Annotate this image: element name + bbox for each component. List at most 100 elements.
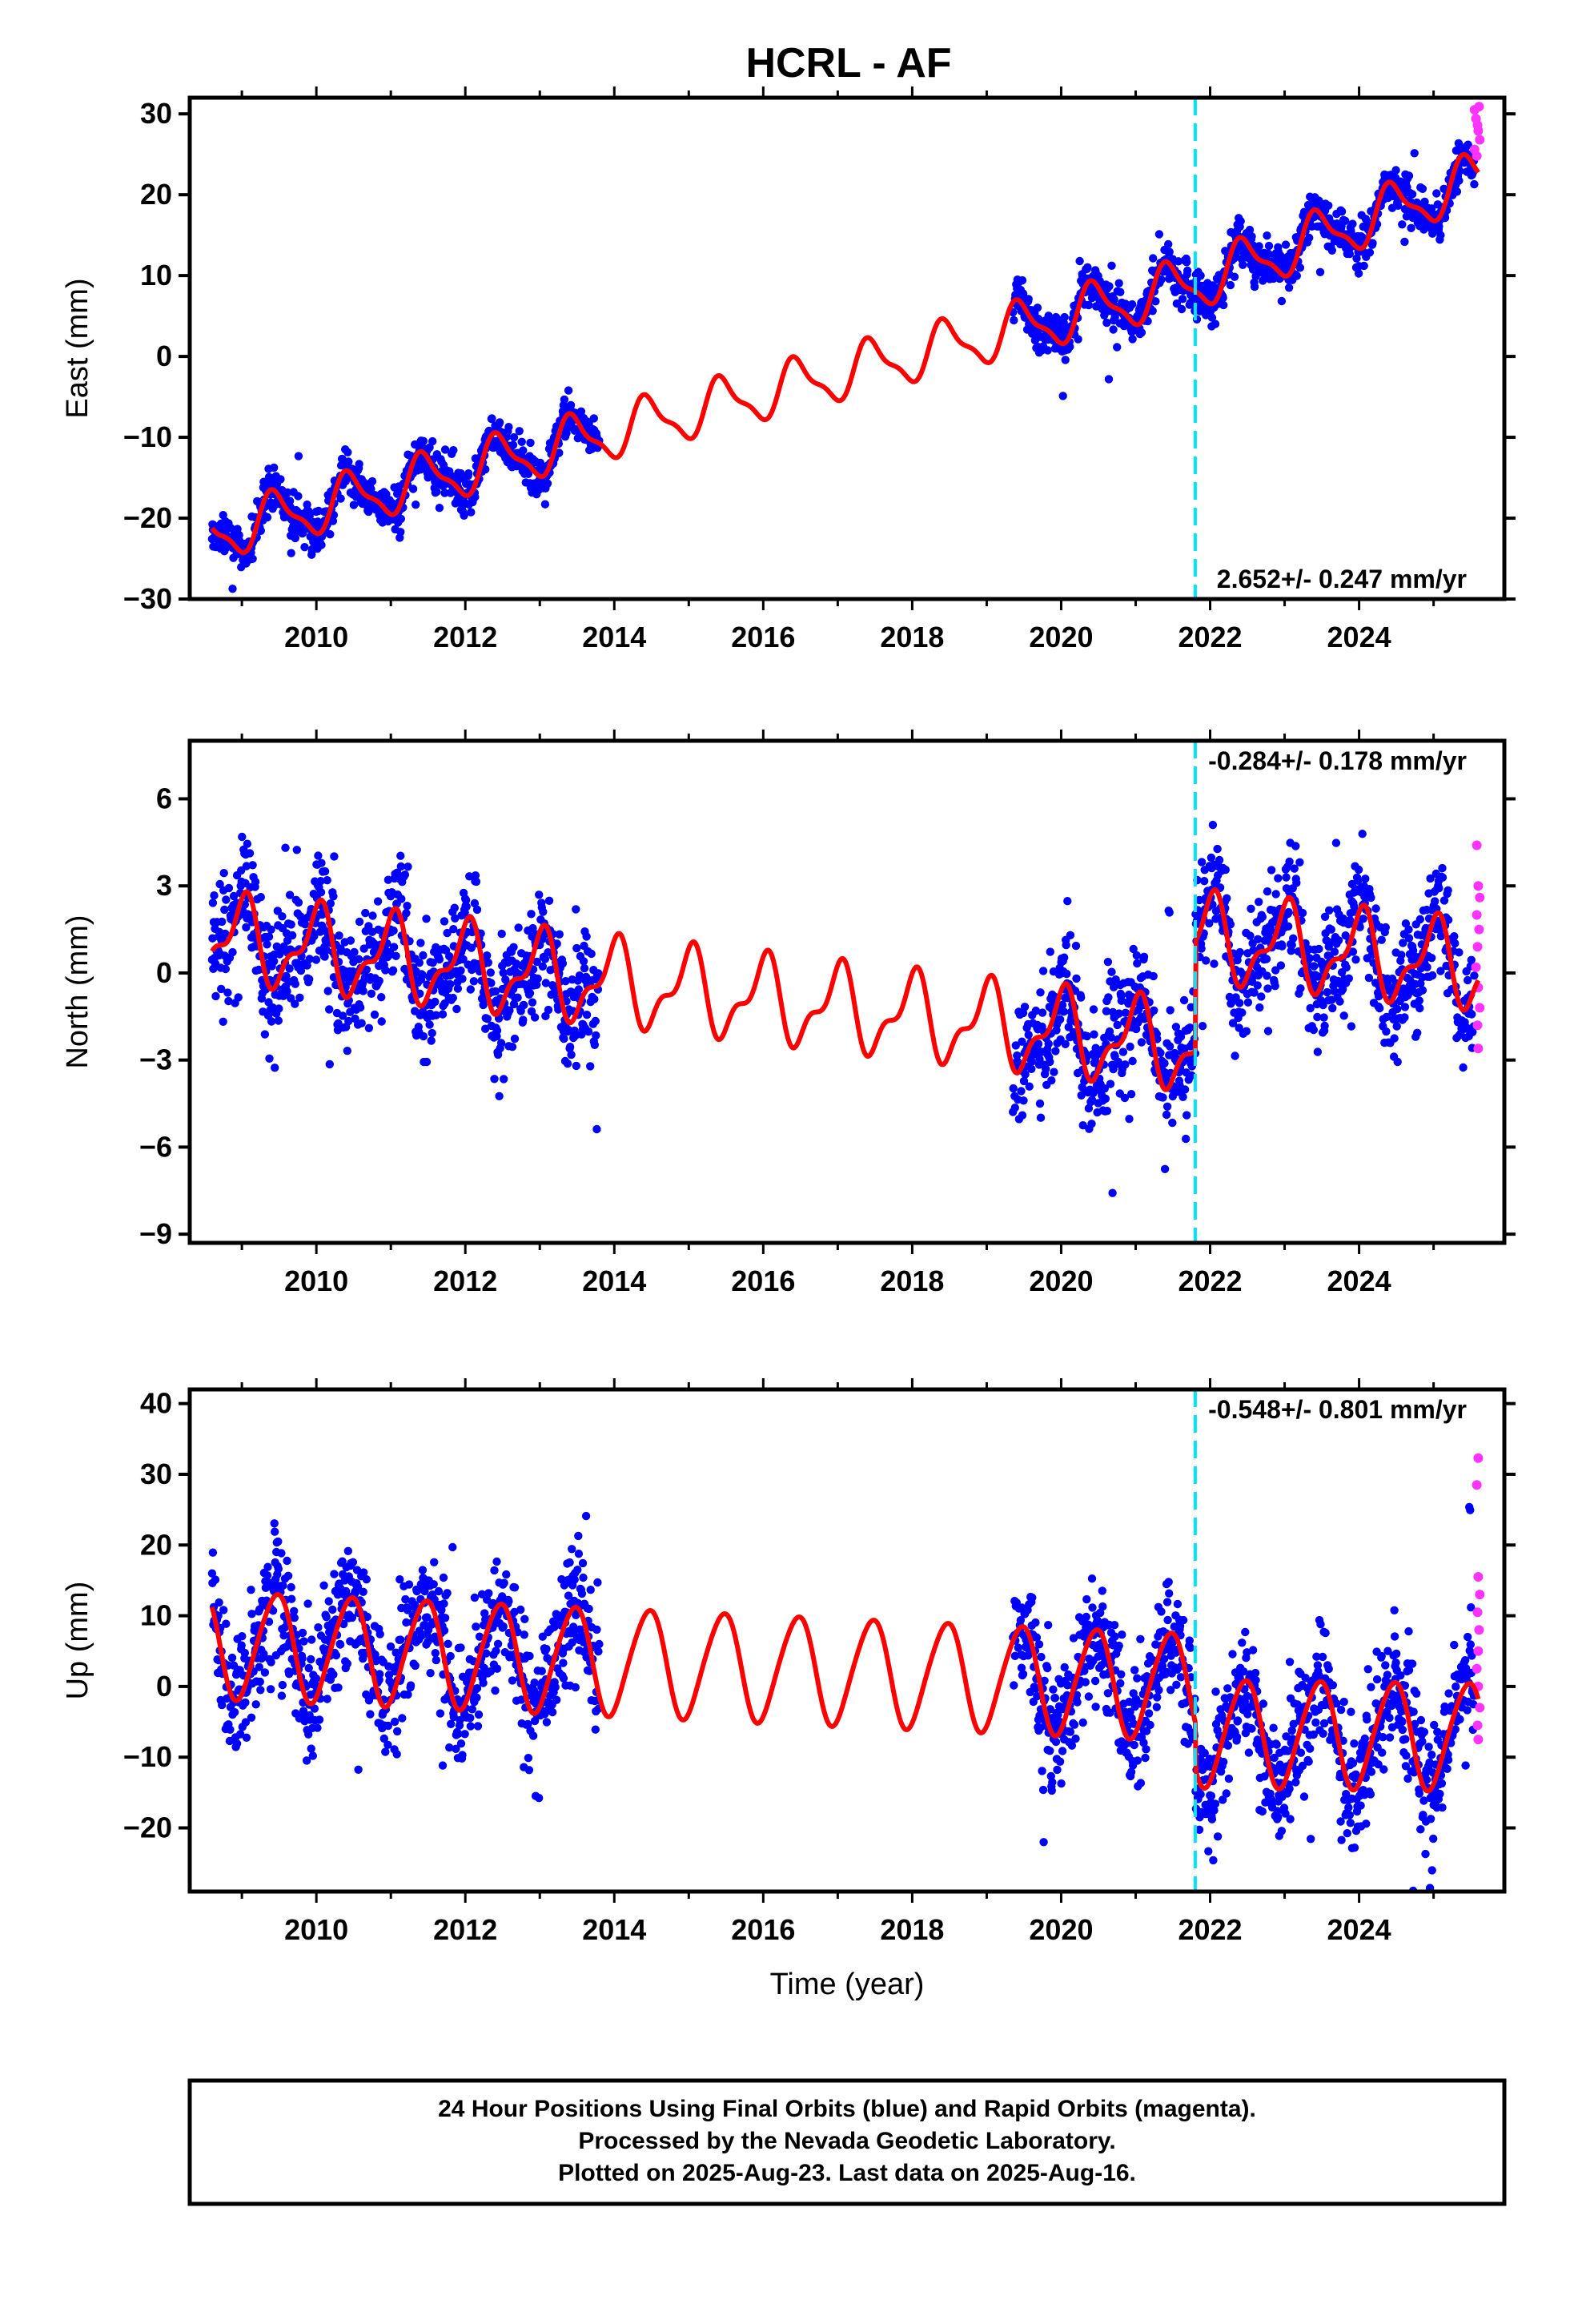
north-final-point xyxy=(1278,942,1287,951)
up-final-point xyxy=(1098,1586,1107,1595)
east-final-point xyxy=(1404,171,1414,180)
up-final-point xyxy=(396,1575,404,1584)
north-final-point xyxy=(586,1062,595,1071)
up-final-point xyxy=(542,1644,551,1654)
east-final-point xyxy=(1182,258,1191,267)
north-final-point xyxy=(1426,874,1435,883)
up-final-point xyxy=(1071,1734,1080,1743)
up-final-point xyxy=(552,1695,561,1704)
north-final-point xyxy=(1114,1009,1123,1018)
up-final-point xyxy=(529,1686,539,1695)
up-final-point xyxy=(418,1566,428,1574)
north-final-point xyxy=(592,1124,601,1134)
east-final-point xyxy=(576,407,586,416)
up-final-point xyxy=(1158,1662,1167,1671)
up-final-point xyxy=(448,1542,457,1552)
north-final-point xyxy=(316,888,326,897)
north-final-point xyxy=(443,928,452,938)
up-final-point xyxy=(439,1573,448,1582)
up-final-point xyxy=(1130,1740,1138,1750)
north-xtick-label: 2018 xyxy=(880,1265,944,1297)
up-final-point xyxy=(570,1575,579,1584)
north-final-point xyxy=(279,942,288,951)
up-final-point xyxy=(444,1639,452,1648)
east-final-point xyxy=(336,494,345,503)
up-final-point xyxy=(483,1595,492,1604)
up-final-point xyxy=(343,1659,351,1668)
up-final-point xyxy=(449,1712,458,1722)
north-final-point xyxy=(572,905,580,914)
north-final-point xyxy=(1038,967,1048,975)
north-final-point xyxy=(377,1017,386,1026)
up-final-point xyxy=(1048,1778,1057,1787)
east-ytick-label: 10 xyxy=(140,259,172,292)
east-final-point xyxy=(1250,282,1259,292)
east-final-point xyxy=(1154,230,1164,239)
east-final-point xyxy=(1178,295,1187,304)
north-final-point xyxy=(364,1023,374,1033)
north-final-point xyxy=(263,940,271,949)
north-final-point xyxy=(1351,955,1360,964)
north-final-point xyxy=(1348,947,1358,956)
north-final-point xyxy=(323,876,331,885)
up-final-point xyxy=(1055,1757,1065,1766)
north-final-point xyxy=(422,1057,432,1067)
north-final-point xyxy=(1235,999,1244,1007)
east-final-point xyxy=(1410,149,1419,158)
north-final-point xyxy=(224,996,233,1006)
up-final-point xyxy=(551,1683,560,1691)
up-final-point xyxy=(255,1663,263,1671)
north-ytick-label: −3 xyxy=(139,1043,172,1076)
north-final-point xyxy=(300,920,310,929)
east-final-point xyxy=(408,485,418,493)
north-final-point xyxy=(397,895,406,903)
east-rapid-point xyxy=(1475,135,1485,145)
north-ytick-label: −9 xyxy=(139,1217,172,1250)
north-final-point xyxy=(561,977,570,986)
east-frame xyxy=(187,95,1507,601)
east-final-point xyxy=(1464,140,1472,149)
north-final-point xyxy=(1035,1099,1045,1108)
east-final-point xyxy=(1196,271,1205,280)
up-final-point xyxy=(1126,1707,1134,1716)
north-final-point xyxy=(1106,1080,1115,1088)
north-final-point xyxy=(367,989,376,999)
north-final-point xyxy=(1197,858,1207,866)
up-final-point xyxy=(363,1612,371,1622)
north-final-point xyxy=(493,1050,503,1059)
up-final-point xyxy=(290,1614,299,1622)
east-final-point xyxy=(1407,223,1415,232)
up-final-point xyxy=(366,1710,375,1719)
up-final-point xyxy=(219,1606,228,1614)
up-final-point xyxy=(335,1640,345,1649)
north-final-point xyxy=(320,866,330,876)
north-final-point xyxy=(452,1004,461,1014)
north-final-point xyxy=(220,905,229,915)
east-final-point xyxy=(396,528,405,537)
east-final-point xyxy=(1183,266,1192,275)
east-final-point xyxy=(1236,217,1245,226)
north-ytick-label: 3 xyxy=(156,869,172,902)
north-final-point xyxy=(1399,939,1407,947)
north-final-point xyxy=(1055,1015,1065,1024)
up-final-point xyxy=(510,1583,520,1592)
north-final-point xyxy=(1223,894,1231,903)
north-final-point xyxy=(1246,931,1255,940)
north-final-point xyxy=(1404,934,1414,943)
north-final-point xyxy=(1187,1071,1196,1080)
up-final-point xyxy=(477,1590,487,1599)
up-final-point xyxy=(1172,1680,1181,1689)
up-final-point xyxy=(492,1557,501,1566)
up-final-point xyxy=(247,1610,256,1618)
north-final-point xyxy=(1358,830,1367,838)
up-final-point xyxy=(307,1744,315,1753)
north-final-point xyxy=(532,980,541,990)
up-final-point xyxy=(1081,1678,1090,1687)
up-final-point xyxy=(402,1618,411,1627)
north-final-point xyxy=(416,939,425,947)
north-rapid-point xyxy=(1471,962,1481,972)
up-final-point xyxy=(1050,1694,1060,1703)
north-frame xyxy=(187,738,1507,1245)
north-final-point xyxy=(1009,1084,1018,1093)
